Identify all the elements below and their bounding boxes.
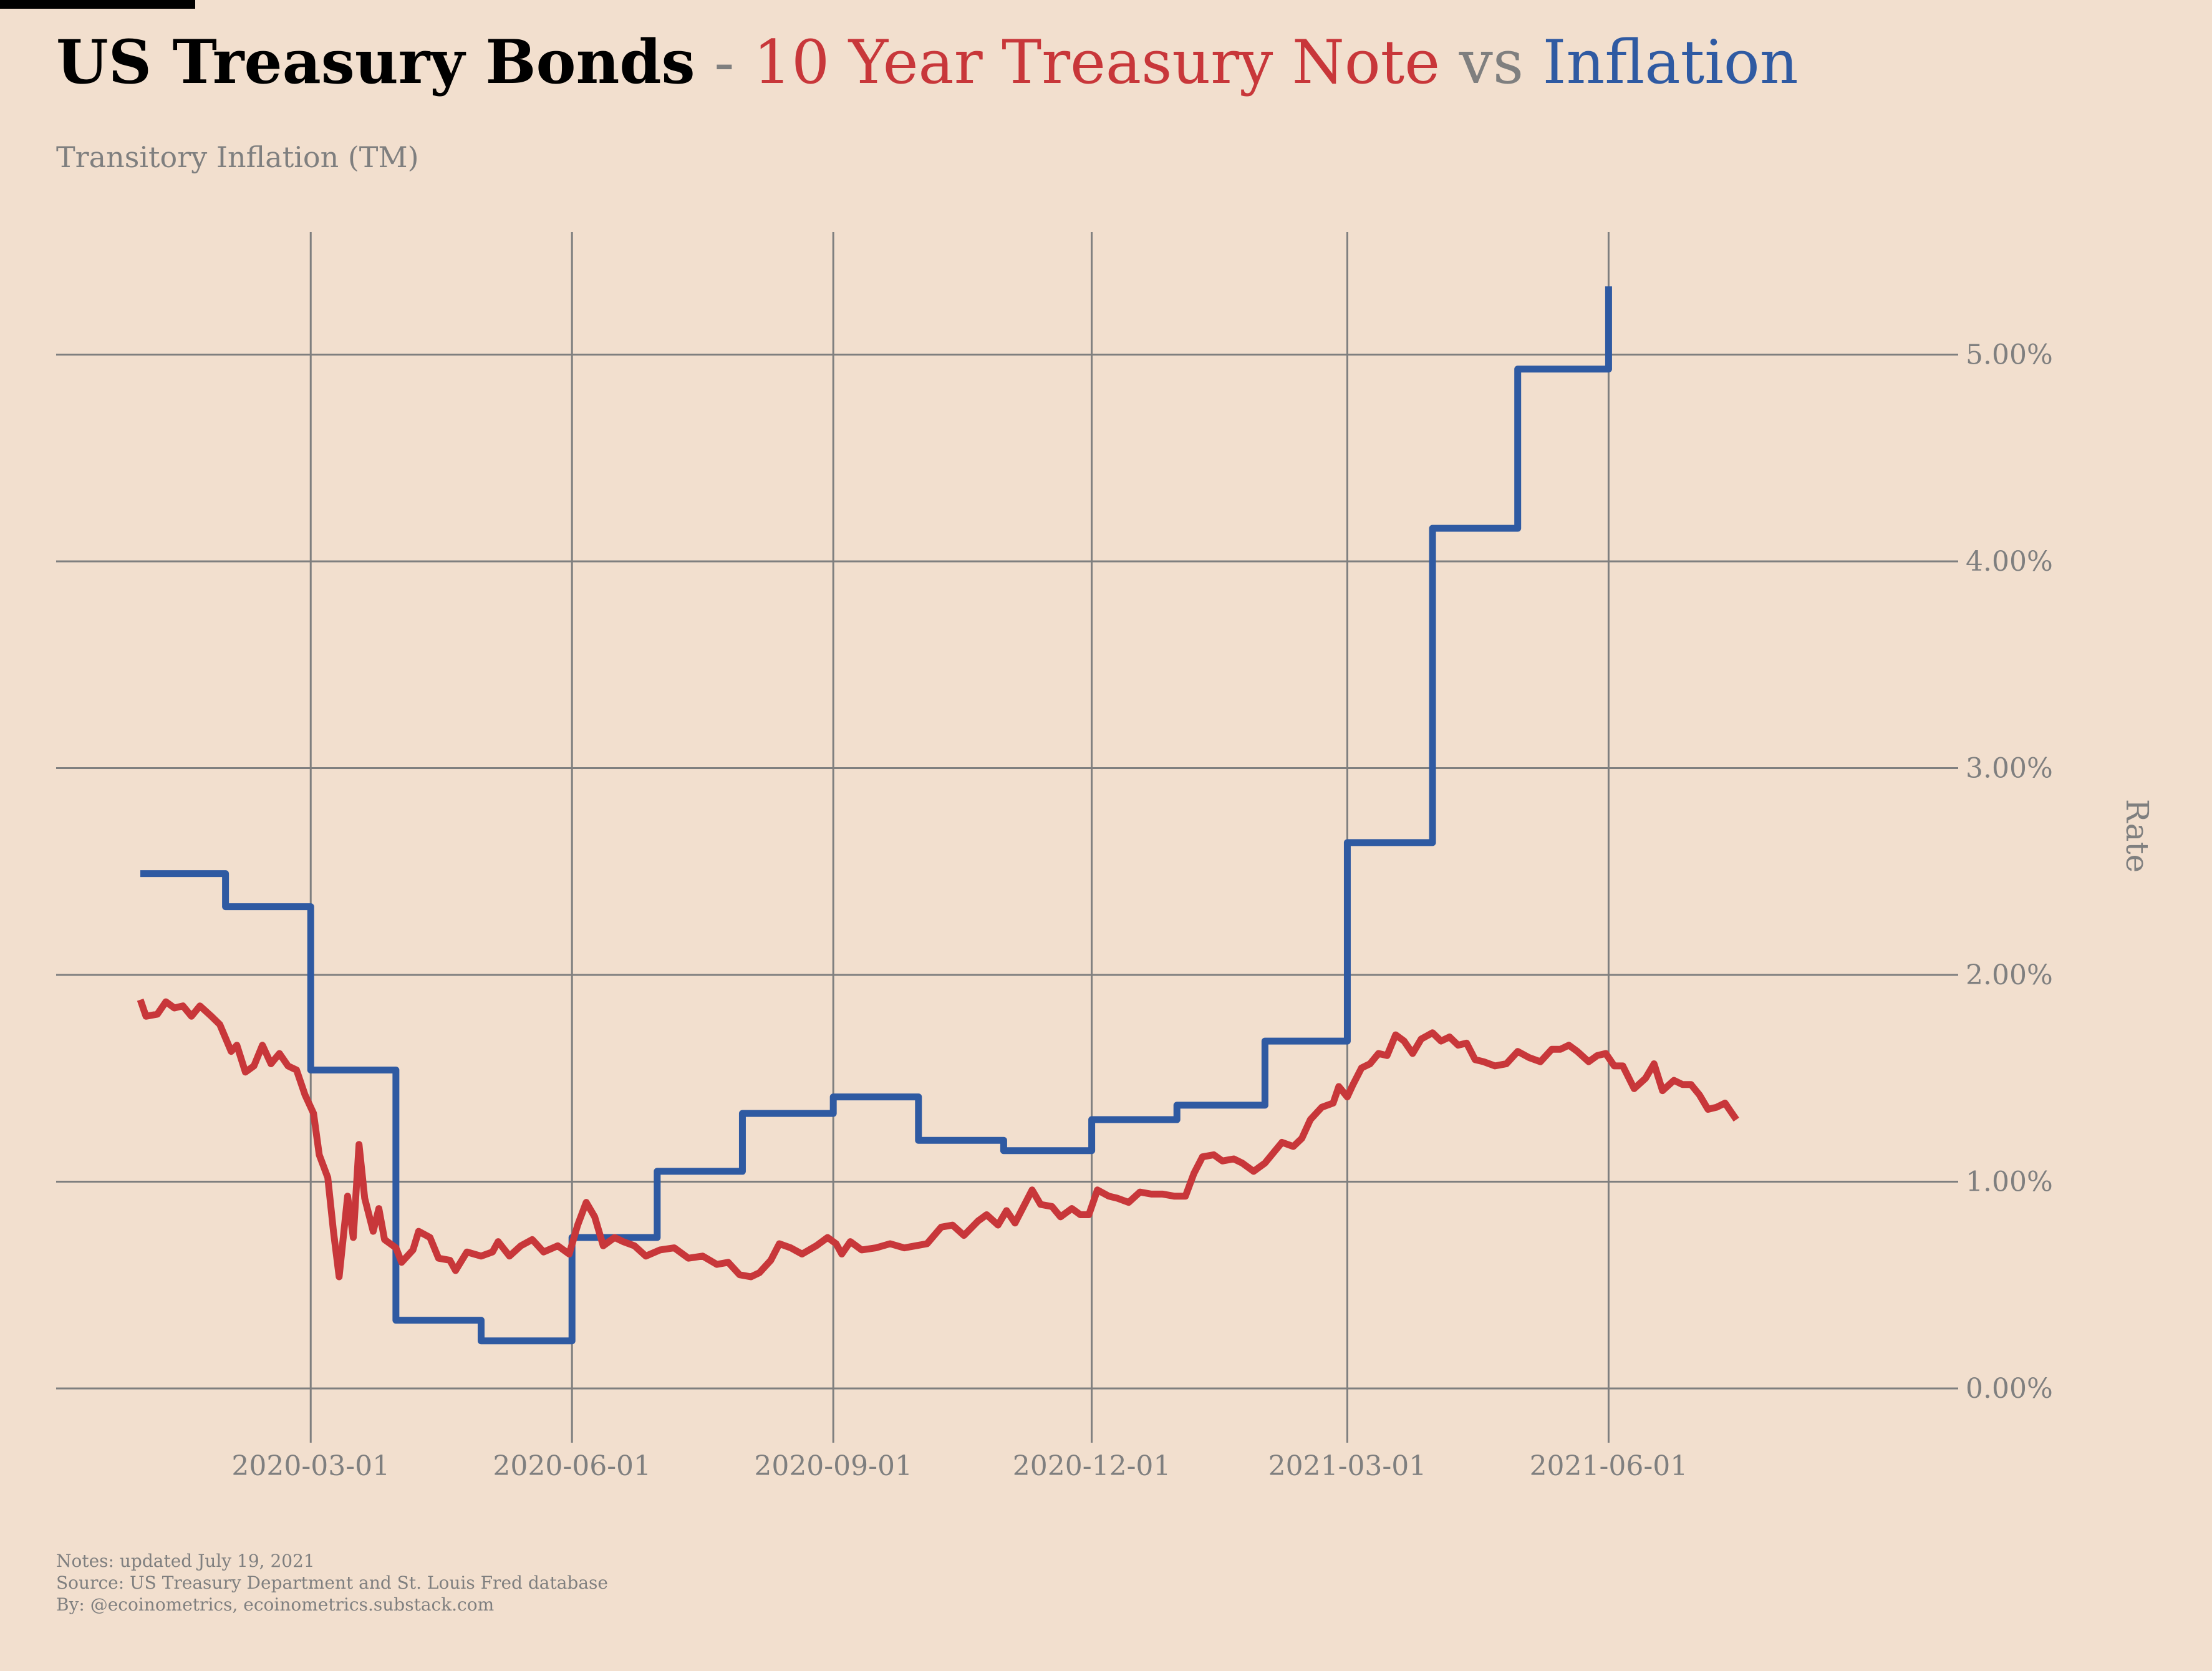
x-tick-label: 2020-03-01 xyxy=(231,1450,390,1482)
y-tick-label: 4.00% xyxy=(1966,546,2053,578)
series-layer xyxy=(137,286,1739,1345)
title-main: US Treasury Bonds xyxy=(56,27,695,97)
chart-title: US Treasury Bonds - 10 Year Treasury Not… xyxy=(56,19,1799,106)
title-dash: - xyxy=(714,27,735,97)
x-tick-label: 2020-12-01 xyxy=(1013,1450,1171,1482)
y-tick-label: 1.00% xyxy=(1966,1166,2053,1198)
footer-notes: Notes: updated July 19, 2021 xyxy=(56,1551,315,1571)
grid-layer xyxy=(56,232,1958,1443)
title-vs: vs xyxy=(1459,27,1524,97)
title-series-treasury: 10 Year Treasury Note xyxy=(753,27,1441,97)
series-line-inflation xyxy=(140,286,1612,1345)
y-tick-label: 5.00% xyxy=(1966,339,2053,371)
series-line-treasury xyxy=(137,998,1739,1281)
y-tick-label: 2.00% xyxy=(1966,959,2053,991)
y-tick-label: 0.00% xyxy=(1966,1373,2053,1405)
x-tick-label: 2020-06-01 xyxy=(493,1450,651,1482)
y-tick-label: 3.00% xyxy=(1966,753,2053,785)
chart-subtitle: Transitory Inflation (TM) xyxy=(56,140,419,174)
x-tick-label: 2020-09-01 xyxy=(754,1450,912,1482)
footer-source: Source: US Treasury Department and St. L… xyxy=(56,1572,608,1593)
label-layer: 0.00% 1.00% 2.00% 3.00% 4.00% 5.00% 2020-03-01… xyxy=(231,339,2155,1483)
x-tick-label: 2021-06-01 xyxy=(1530,1450,1688,1482)
x-tick-label: 2021-03-01 xyxy=(1268,1450,1427,1482)
chart-footer: Notes: updated July 19, 2021 Source: US … xyxy=(56,1550,608,1615)
top-accent-bar xyxy=(0,0,195,9)
title-series-inflation: Inflation xyxy=(1542,27,1799,97)
footer-byline: By: @ecoinometrics, ecoinometrics.substa… xyxy=(56,1594,495,1615)
y-axis-label: Rate xyxy=(2119,799,2155,873)
